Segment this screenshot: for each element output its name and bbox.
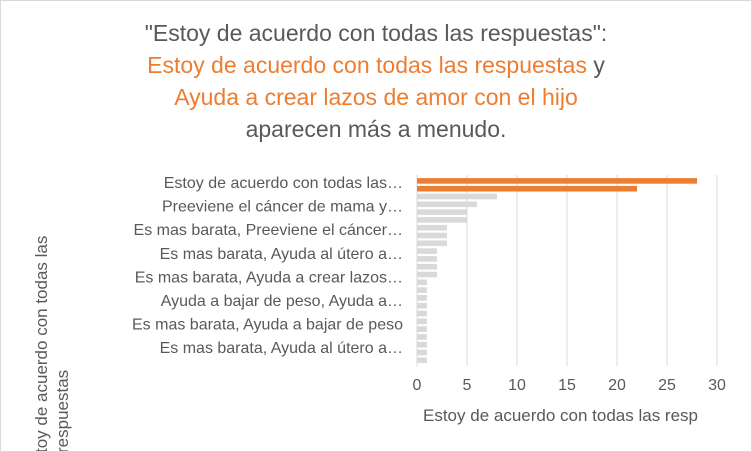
bar: [417, 224, 447, 231]
y-category-label: Estoy de acuerdo con todas las…: [164, 175, 403, 192]
bar: [417, 217, 467, 223]
bar: [417, 232, 447, 239]
x-tick-label: 10: [508, 377, 526, 394]
x-tick-label: 5: [463, 377, 472, 394]
x-tick-label: 30: [708, 377, 726, 394]
bar: [417, 295, 427, 301]
title-line-1: "Estoy de acuerdo con todas las respuest…: [144, 20, 608, 46]
bar: [417, 349, 427, 356]
bar: [417, 263, 437, 270]
bar: [417, 248, 437, 254]
y-category-labels: Estoy de acuerdo con todas las… Preeviene…: [132, 175, 403, 357]
x-axis-label: Estoy de acuerdo con todas las resp: [423, 406, 698, 425]
bar: [417, 318, 427, 325]
bar: [417, 209, 467, 215]
y-axis-label-line-2: respuestas: [53, 370, 72, 451]
title-highlight-1: Estoy de acuerdo con todas las respuesta…: [147, 52, 587, 78]
bar: [417, 334, 427, 340]
y-category-label: Ayuda a bajar de peso, Ayuda a…: [161, 293, 403, 310]
y-category-label: Es mas barata, Ayuda al útero a…: [160, 246, 403, 263]
bar: [417, 357, 427, 364]
bar: [417, 302, 427, 309]
title-connector: y: [586, 52, 605, 78]
bar-highlight: [417, 178, 697, 184]
y-axis-label: toy de acuerdo con todas las respuestas: [32, 231, 72, 451]
y-axis-label-line-1: toy de acuerdo con todas las: [32, 236, 51, 451]
y-category-label: Preeviene el cáncer de mama y…: [162, 199, 403, 216]
title-line-4: aparecen más a menudo.: [245, 116, 507, 142]
chart-title: "Estoy de acuerdo con todas las respuest…: [1, 17, 751, 145]
bar: [417, 310, 427, 317]
y-category-label: Es mas barata, Ayuda a crear lazos…: [135, 269, 403, 286]
bar: [417, 256, 437, 262]
x-tick-label: 20: [608, 377, 626, 394]
title-highlight-2: Ayuda a crear lazos de amor con el hijo: [174, 84, 578, 110]
x-tick-labels: 0 5 10 15 20 25 30: [413, 377, 726, 394]
bar: [417, 201, 477, 208]
bar: [417, 279, 427, 286]
bar: [417, 341, 427, 348]
y-category-label: Es mas barata, Preeviene el cáncer…: [134, 222, 403, 239]
x-tick-label: 15: [558, 377, 576, 394]
bar-highlight: [417, 185, 637, 192]
bar: [417, 193, 497, 200]
bar: [417, 326, 427, 332]
x-tick-label: 25: [658, 377, 676, 394]
bar: [417, 240, 447, 247]
bar: [417, 271, 437, 278]
y-category-label: Es mas barata, Ayuda a bajar de peso: [132, 317, 403, 334]
y-category-label: Es mas barata, Ayuda al útero a…: [160, 340, 403, 357]
x-tick-label: 0: [413, 377, 422, 394]
bars: [417, 178, 697, 364]
bar: [417, 287, 427, 293]
